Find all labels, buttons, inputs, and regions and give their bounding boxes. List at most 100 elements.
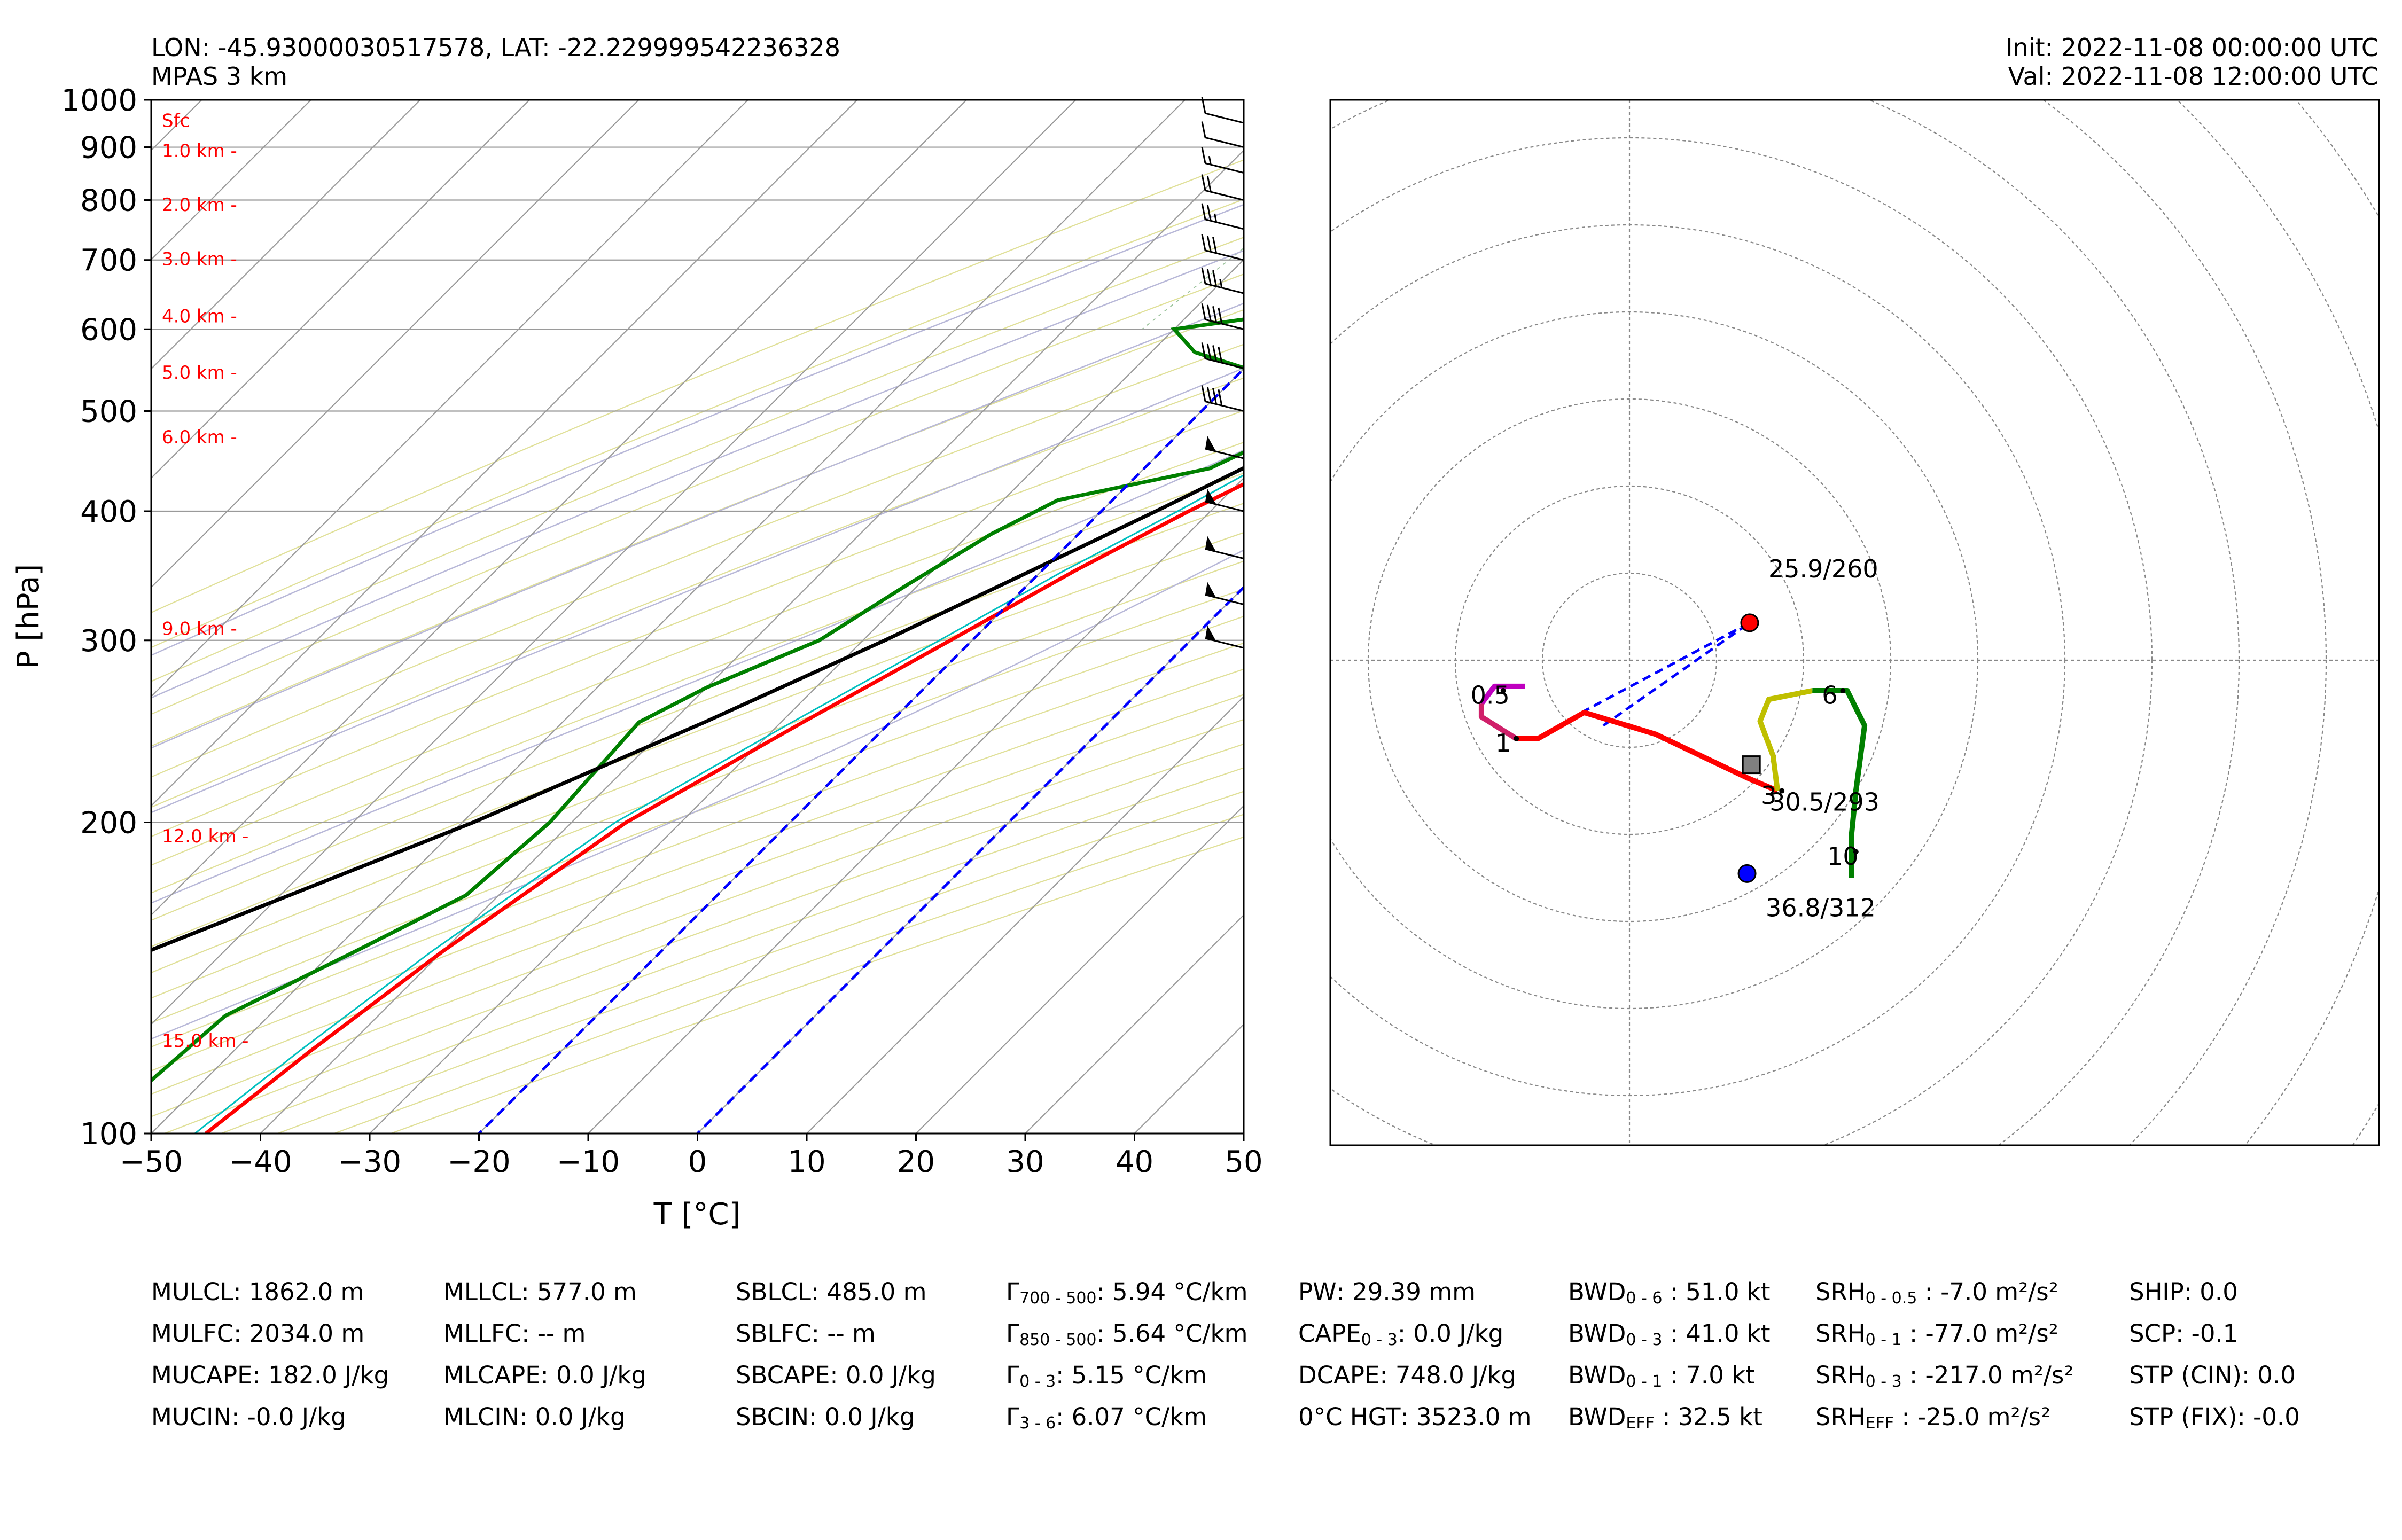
isotherm (151, 100, 640, 589)
parcel-line (151, 466, 1244, 952)
mixing-ratio-line (1142, 247, 1244, 330)
storm-motion-left-marker (1740, 613, 1759, 632)
storm-motion-right-label: 36.8/312 (1766, 893, 1876, 922)
moist-adiabat (151, 204, 1244, 656)
x-tick-label: 30 (1006, 1145, 1044, 1179)
wind-barb (1205, 625, 1244, 649)
wind-barb (1201, 234, 1244, 261)
y-tick-label: 800 (80, 184, 137, 218)
hodograph-ring (2295, 100, 2379, 1145)
height-marker (1500, 688, 1506, 694)
dry-adiabat (151, 531, 1244, 948)
y-tick-label: 600 (80, 312, 137, 347)
param-value: MUCAPE: 182.0 J/kg (151, 1361, 389, 1389)
isotherm (1024, 914, 1244, 1133)
param-value: MULFC: 2034.0 m (151, 1319, 365, 1348)
-20-isotherm-line (478, 366, 1244, 1133)
param-column-lapse: Γ700 - 500: 5.94 °C/km Γ850 - 500: 5.64 … (1006, 1271, 1247, 1438)
isotherm (915, 804, 1244, 1133)
location-label: LON: -45.93000030517578, LAT: -22.229999… (151, 33, 840, 62)
storm-motion-right-marker (1737, 864, 1757, 883)
hodograph-height-label: 10 (1827, 842, 1859, 871)
param-value: Γ0 - 3: 5.15 °C/km (1006, 1361, 1207, 1391)
x-tick-label: 20 (897, 1145, 935, 1179)
isotherm (259, 149, 1244, 1133)
temperature-line (205, 482, 1244, 1133)
x-tick-label: −40 (229, 1145, 292, 1179)
x-tick-label: 0 (688, 1145, 707, 1179)
dry-adiabat (151, 309, 1244, 747)
hodograph-ring (1330, 137, 2153, 1145)
isotherm (151, 100, 859, 807)
hodograph-ring (1330, 100, 2240, 1145)
param-value: SCP: -0.1 (2129, 1319, 2239, 1348)
storm-motion-left-label: 25.9/260 (1768, 554, 1878, 583)
y-tick-label: 500 (80, 394, 137, 429)
isotherm (151, 100, 422, 370)
isotherm (151, 100, 749, 698)
param-value: CAPE0 - 3: 0.0 J/kg (1298, 1319, 1504, 1349)
hodograph-segment (1516, 709, 1779, 794)
param-value: BWD0 - 6 : 51.0 kt (1568, 1278, 1771, 1308)
wind-barb (1201, 303, 1244, 330)
skew-t-chart: −50 −40 −30 −20 −10 0 10 20 30 40 50 100 200 300 400 50… (11, 83, 1263, 1232)
param-value: SRHEFF : -25.0 m²/s² (1815, 1403, 2051, 1433)
param-value: SBLFC: -- m (736, 1319, 876, 1348)
moist-adiabat (151, 549, 1244, 1040)
isotherm (151, 100, 968, 916)
param-value: Γ3 - 6: 6.07 °C/km (1006, 1403, 1207, 1433)
param-value: MUCIN: -0.0 J/kg (151, 1403, 346, 1431)
param-value: STP (CIN): 0.0 (2129, 1361, 2296, 1389)
isotherm (151, 100, 531, 479)
y-tick-label: 1000 (61, 83, 137, 118)
height-label: 15.0 km - (162, 1030, 248, 1052)
param-column-composite: SHIP: 0.0 SCP: -0.1 STP (CIN): 0.0 STP (… (2129, 1271, 2300, 1438)
param-value: MLLCL: 577.0 m (443, 1278, 637, 1306)
param-value: BWD0 - 3 : 41.0 kt (1568, 1319, 1771, 1349)
model-label: MPAS 3 km (151, 62, 288, 91)
param-value: MLCAPE: 0.0 J/kg (443, 1361, 647, 1389)
param-value: BWDEFF : 32.5 kt (1568, 1403, 1762, 1433)
height-label: 1.0 km - (162, 140, 237, 162)
y-tick-label: 200 (80, 806, 137, 841)
wind-barb (1201, 147, 1244, 174)
dry-adiabat (151, 472, 1244, 894)
wetbulb-line (194, 474, 1244, 1133)
param-value: SBCIN: 0.0 J/kg (736, 1403, 915, 1431)
param-value: DCAPE: 748.0 J/kg (1298, 1361, 1517, 1389)
hodograph-segment (1478, 703, 1518, 741)
height-label: 2.0 km - (162, 194, 237, 216)
wind-barb (1201, 203, 1244, 230)
isotherm (151, 100, 1077, 1026)
y-tick-label: 400 (80, 495, 137, 529)
isotherm (151, 100, 312, 261)
param-value: PW: 29.39 mm (1298, 1278, 1476, 1306)
param-column-sb: SBLCL: 485.0 m SBLFC: -- m SBCAPE: 0.0 J… (736, 1271, 936, 1438)
hodograph-height-label: 3 (1761, 781, 1776, 810)
param-value: Γ700 - 500: 5.94 °C/km (1006, 1278, 1248, 1308)
isotherm (587, 477, 1244, 1133)
dry-adiabat (151, 694, 1244, 1095)
x-tick-label: −20 (447, 1145, 510, 1179)
dry-adiabat (151, 237, 1244, 682)
dry-adiabat (151, 410, 1244, 838)
param-value: SRH0 - 1 : -77.0 m²/s² (1815, 1319, 2058, 1349)
wind-barb (1201, 267, 1244, 294)
dry-adiabat (151, 441, 1244, 866)
param-value: 0°C HGT: 3523.0 m (1298, 1403, 1532, 1431)
y-tick-label: 300 (80, 624, 137, 659)
param-column-ml: MLLCL: 577.0 m MLLFC: -- m MLCAPE: 0.0 J… (443, 1271, 646, 1438)
height-marker (1514, 736, 1519, 741)
storm-motion-mean-label: 30.5/293 (1769, 788, 1880, 817)
x-tick-label: 10 (787, 1145, 825, 1179)
x-tick-label: −30 (338, 1145, 401, 1179)
freezing-isotherm-line (696, 585, 1244, 1133)
x-tick-label: 50 (1225, 1145, 1262, 1179)
height-label: 6.0 km - (162, 427, 237, 448)
param-value: STP (FIX): -0.0 (2129, 1403, 2300, 1431)
shear-vector-line (1581, 621, 1751, 714)
height-label: 9.0 km - (162, 619, 237, 640)
moist-adiabat (151, 449, 1244, 904)
param-value: MULCL: 1862.0 m (151, 1278, 364, 1306)
